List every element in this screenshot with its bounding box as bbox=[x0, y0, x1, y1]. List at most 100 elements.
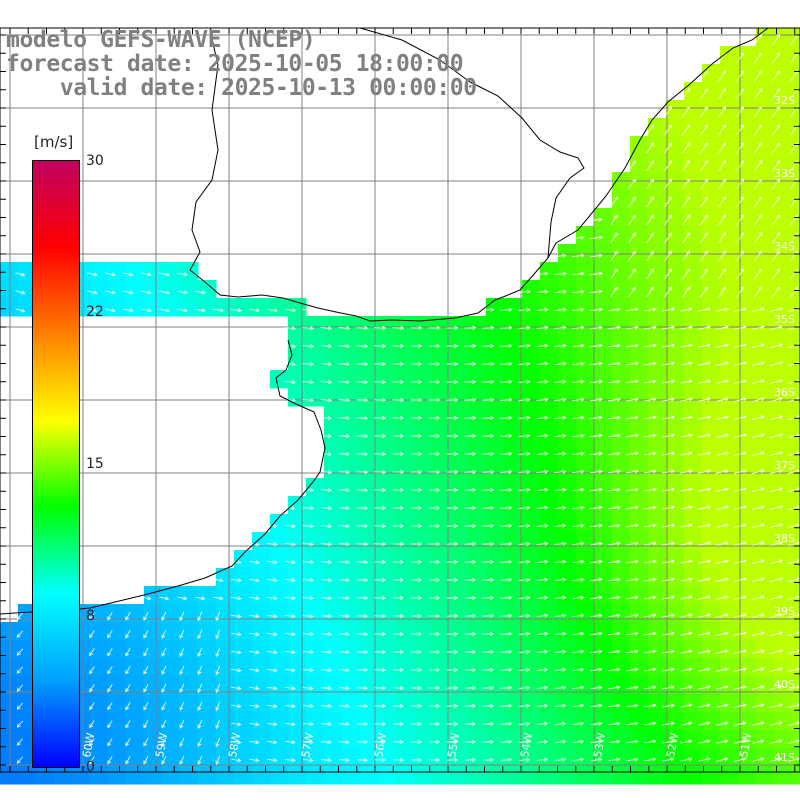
wind-arrow bbox=[356, 596, 368, 601]
wind-arrow bbox=[320, 596, 332, 601]
wind-arrow bbox=[554, 559, 567, 564]
wind-arrow bbox=[212, 308, 224, 313]
wind-arrow bbox=[751, 307, 765, 312]
speed-cell bbox=[648, 352, 667, 371]
wind-arrow bbox=[303, 722, 314, 727]
speed-cell bbox=[324, 388, 343, 407]
wind-arrow bbox=[626, 631, 639, 636]
speed-cell bbox=[594, 460, 613, 479]
wind-arrow bbox=[682, 286, 691, 298]
wind-arrow bbox=[790, 268, 799, 280]
wind-arrow bbox=[625, 397, 639, 402]
wind-arrow bbox=[554, 469, 567, 474]
speed-cell bbox=[540, 658, 559, 677]
wind-arrow bbox=[446, 703, 459, 708]
speed-cell bbox=[702, 640, 721, 659]
wind-arrow bbox=[231, 686, 242, 691]
speed-cell bbox=[576, 748, 595, 767]
speed-cell bbox=[180, 694, 199, 713]
speed-cell bbox=[684, 496, 703, 515]
wind-arrow bbox=[321, 686, 332, 691]
speed-cell bbox=[756, 388, 775, 407]
colorbar-tick-30: 30 bbox=[86, 153, 104, 169]
speed-cell bbox=[432, 694, 451, 713]
wind-arrow bbox=[751, 649, 765, 654]
wind-speed-colorbar bbox=[32, 160, 80, 768]
wind-arrow bbox=[338, 542, 350, 547]
speed-cell bbox=[738, 514, 757, 533]
wind-arrow bbox=[643, 541, 657, 546]
speed-cell bbox=[558, 298, 577, 317]
wind-arrow bbox=[769, 487, 783, 492]
speed-cell bbox=[684, 100, 703, 119]
wind-arrow bbox=[320, 362, 333, 367]
speed-cell bbox=[144, 622, 163, 641]
wind-arrow bbox=[392, 416, 405, 421]
wind-arrow bbox=[754, 70, 763, 82]
speed-cell bbox=[666, 496, 685, 515]
wind-arrow bbox=[607, 307, 621, 312]
wind-arrow bbox=[736, 52, 745, 64]
speed-cell bbox=[486, 370, 505, 389]
speed-cell bbox=[522, 532, 541, 551]
wind-arrow bbox=[626, 613, 639, 618]
wind-arrow bbox=[751, 325, 765, 330]
wind-arrow bbox=[161, 719, 167, 729]
wind-arrow bbox=[682, 196, 691, 208]
speed-cell bbox=[504, 298, 523, 317]
speed-cell bbox=[468, 640, 487, 659]
speed-cell bbox=[720, 226, 739, 245]
wind-arrow bbox=[679, 595, 693, 600]
speed-cell bbox=[306, 694, 325, 713]
speed-cell bbox=[486, 496, 505, 515]
wind-arrow bbox=[374, 344, 387, 349]
wind-arrow bbox=[267, 560, 278, 565]
speed-cell bbox=[450, 712, 469, 731]
speed-cell bbox=[540, 424, 559, 443]
wind-arrow bbox=[734, 757, 747, 762]
speed-cell bbox=[396, 550, 415, 569]
speed-cell bbox=[774, 424, 793, 443]
wind-arrow bbox=[320, 560, 332, 565]
wind-arrow bbox=[646, 250, 654, 262]
wind-arrow bbox=[625, 523, 639, 528]
wind-arrow bbox=[500, 469, 513, 474]
speed-cell bbox=[666, 316, 685, 335]
wind-arrow bbox=[608, 361, 621, 366]
speed-cell bbox=[684, 550, 703, 569]
wind-arrow bbox=[769, 361, 783, 366]
speed-cell bbox=[540, 532, 559, 551]
speed-cell bbox=[684, 568, 703, 587]
lat-label: 34S bbox=[774, 240, 795, 253]
wind-arrow bbox=[500, 685, 513, 690]
wind-arrow bbox=[590, 685, 603, 690]
wind-arrow bbox=[267, 614, 278, 619]
speed-cell bbox=[576, 244, 595, 263]
wind-arrow bbox=[176, 272, 188, 277]
wind-arrow bbox=[536, 325, 549, 330]
speed-cell bbox=[774, 226, 793, 245]
speed-cell bbox=[90, 604, 109, 623]
speed-cell bbox=[288, 550, 307, 569]
wind-arrow bbox=[664, 286, 672, 298]
wind-arrow bbox=[356, 632, 368, 637]
wind-arrow bbox=[644, 667, 657, 672]
wind-arrow bbox=[769, 649, 783, 654]
speed-cell bbox=[252, 676, 271, 695]
wind-arrow bbox=[772, 160, 781, 172]
wind-arrow bbox=[356, 380, 369, 385]
speed-cell bbox=[792, 424, 800, 443]
wind-arrow bbox=[536, 613, 549, 618]
speed-cell bbox=[198, 694, 217, 713]
wind-arrow bbox=[284, 524, 296, 529]
speed-cell bbox=[702, 244, 721, 263]
speed-cell bbox=[648, 694, 667, 713]
wind-arrow bbox=[626, 685, 639, 690]
wind-arrow bbox=[320, 506, 332, 511]
speed-cell bbox=[522, 370, 541, 389]
wind-arrow bbox=[179, 665, 185, 675]
wind-arrow bbox=[751, 577, 765, 582]
speed-cell bbox=[630, 244, 649, 263]
speed-cell bbox=[486, 460, 505, 479]
